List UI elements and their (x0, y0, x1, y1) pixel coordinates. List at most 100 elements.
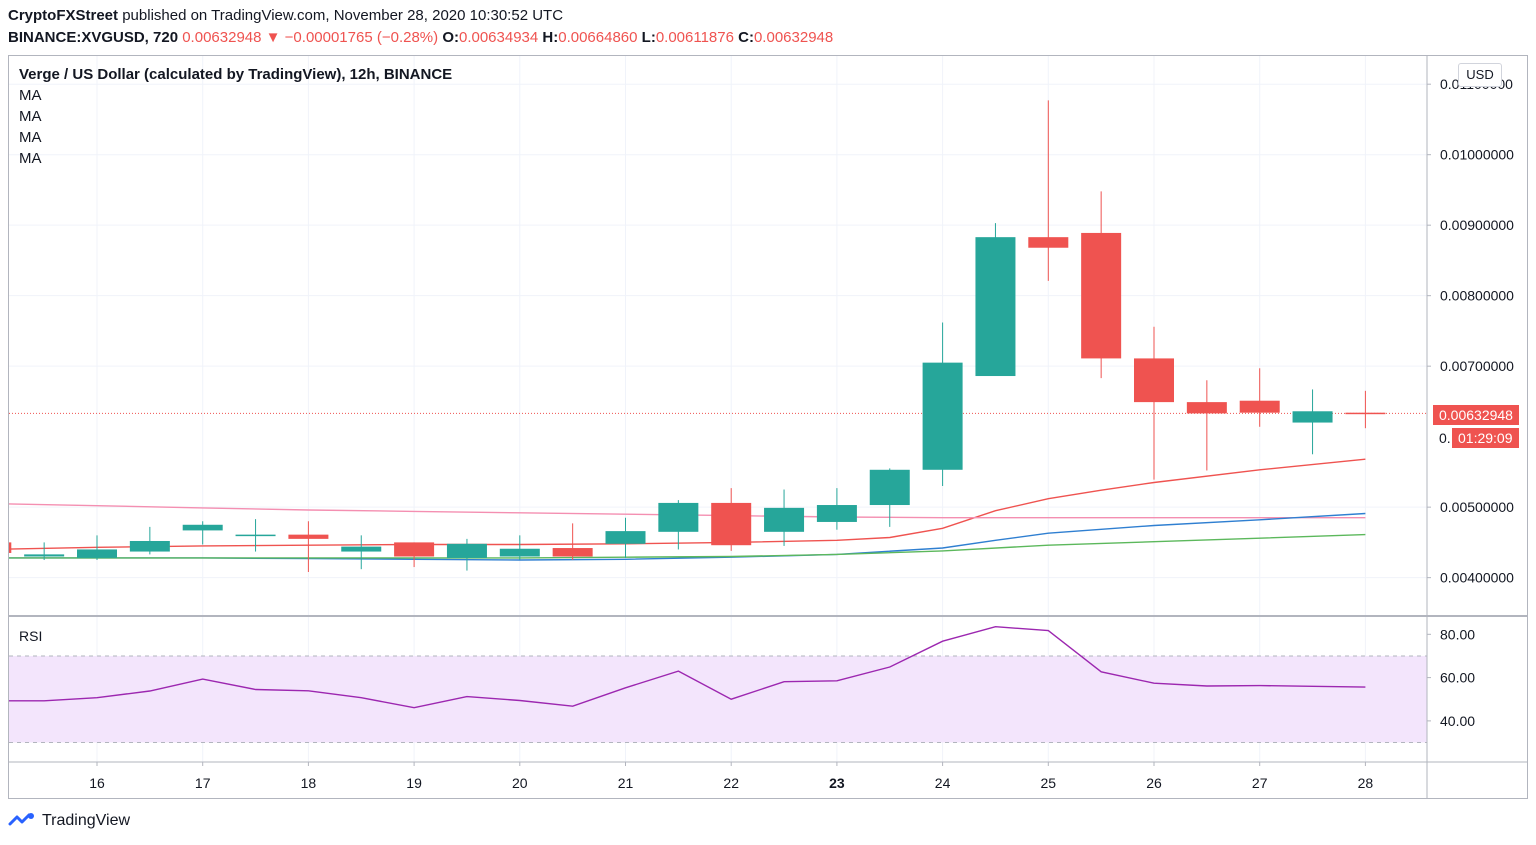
last-price: 0.00632948 (182, 29, 262, 46)
candle (341, 535, 382, 570)
candle-body (869, 469, 910, 506)
price-tick-label: 0.00900000 (1440, 217, 1514, 233)
candle (235, 519, 276, 552)
time-tick-label: 19 (406, 775, 422, 791)
candle-body (446, 543, 487, 558)
candle-body (605, 531, 646, 544)
candle (711, 488, 752, 551)
candle-body (1239, 400, 1280, 413)
candle-body (1186, 402, 1227, 414)
time-tick-label: 28 (1358, 775, 1374, 791)
candle (9, 542, 12, 553)
candle (446, 538, 487, 571)
candle (394, 542, 435, 568)
candle (1345, 390, 1386, 429)
candle-body (341, 546, 382, 552)
rsi-band (9, 655, 1427, 743)
candle-body (1028, 237, 1069, 248)
open-label: O: (442, 29, 459, 46)
candle (764, 489, 805, 546)
rsi-tick-label: 40.00 (1440, 713, 1475, 729)
candle-body (9, 542, 12, 553)
candle (182, 521, 223, 545)
candle (1081, 191, 1122, 379)
open-value: 0.00634934 (458, 29, 539, 46)
tradingview-icon (8, 813, 34, 826)
high-label: H: (542, 29, 559, 46)
price-tick-label: 0.01000000 (1440, 147, 1514, 163)
time-tick-label: 22 (723, 775, 739, 791)
candle-body (394, 542, 435, 557)
time-tick-label: 16 (89, 775, 105, 791)
candle-body (1345, 412, 1386, 415)
low-value: 0.00611876 (655, 29, 734, 46)
chart-title: Verge / US Dollar (calculated by Trading… (19, 66, 453, 83)
close-label: C: (738, 29, 754, 46)
axis-fragment-text: 0. (1439, 430, 1451, 446)
candle-body (182, 524, 223, 531)
candle (816, 488, 857, 530)
price-tick-label: 0.00400000 (1440, 570, 1514, 586)
price-tick-label: 0.00500000 (1440, 499, 1514, 515)
candle (605, 517, 646, 558)
candle (1028, 100, 1069, 281)
candle (1186, 380, 1227, 471)
candle (129, 526, 170, 555)
chart-frame (8, 55, 1528, 799)
high-value: 0.00664860 (558, 29, 638, 46)
candle (1239, 368, 1280, 427)
ma-legend-4[interactable]: MA (19, 150, 42, 167)
countdown-label: 01:29:09 (1452, 428, 1519, 448)
tradingview-logo[interactable]: TradingView (8, 812, 130, 830)
candle (552, 523, 593, 561)
candle (975, 223, 1016, 377)
candle-body (711, 502, 752, 546)
price-tick-label: 0.00700000 (1440, 358, 1514, 374)
ma-legend-1[interactable]: MA (19, 87, 42, 104)
currency-button[interactable]: USD (1458, 63, 1502, 87)
axis-fragment: 0. (1433, 428, 1451, 448)
time-tick-label: 24 (935, 775, 951, 791)
candle (1134, 326, 1174, 480)
ma-legend-3[interactable]: MA (19, 129, 42, 146)
candle (922, 322, 963, 486)
candle-body (1081, 232, 1122, 359)
time-tick-label: 23 (829, 775, 845, 791)
down-arrow-icon: ▼ (265, 29, 281, 46)
time-tick-label: 20 (512, 775, 528, 791)
candle-body (975, 237, 1016, 377)
ma-line (9, 458, 1366, 550)
low-label: L: (641, 29, 656, 46)
time-tick-label: 18 (301, 775, 317, 791)
last-price-label: 0.00632948 (1433, 405, 1519, 425)
candle-body (1134, 358, 1174, 403)
symbol-name: BINANCE:XVGUSD, 720 (8, 29, 179, 46)
candle-body (658, 502, 699, 532)
price-tick-label: 0.00800000 (1440, 288, 1514, 304)
candle (499, 535, 540, 561)
close-value: 0.00632948 (753, 29, 834, 46)
candle (658, 500, 699, 550)
rsi-legend[interactable]: RSI (19, 628, 43, 644)
time-tick-label: 25 (1041, 775, 1057, 791)
candle-body (922, 362, 963, 470)
ma-legend-2[interactable]: MA (19, 108, 42, 125)
candle-body (129, 540, 170, 552)
candle-body (24, 554, 65, 557)
author-name[interactable]: CryptoFXStreet (8, 7, 119, 24)
candle-body (235, 534, 276, 537)
candle-body (288, 534, 329, 539)
candle-body (552, 548, 593, 557)
price-change: −0.00001765 (−0.28%) (284, 29, 439, 46)
candle (869, 468, 910, 527)
time-tick-label: 27 (1252, 775, 1268, 791)
candle (24, 542, 65, 561)
candle-body (77, 549, 117, 558)
time-tick-label: 17 (195, 775, 211, 791)
candle (77, 535, 117, 561)
rsi-tick-label: 60.00 (1440, 670, 1475, 686)
ma-line (9, 533, 1366, 559)
candle-body (1292, 411, 1333, 423)
rsi-line (9, 625, 1366, 709)
